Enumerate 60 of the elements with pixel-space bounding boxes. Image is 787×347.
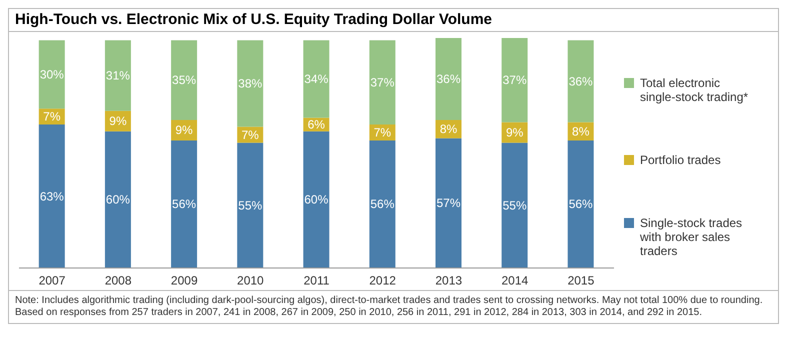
- data-label: 63%: [40, 189, 64, 204]
- text: Based on responses from 257 traders in 2007, 241 in 2008, 267 in 2009, 250 in 2010, 256 in 2011, 291 in 2012, 284 in 2013, 303 in 2014, and 292 in 2015.: [15, 307, 704, 319]
- data-label: 8%: [572, 124, 590, 138]
- data-label: 7%: [241, 128, 260, 142]
- data-label: 9%: [506, 126, 524, 140]
- legend-label: Total electronic single-stock trading*: [640, 76, 750, 104]
- data-label: 7%: [43, 110, 61, 124]
- x-tick-label: 2013: [435, 274, 462, 288]
- bar: [369, 140, 396, 268]
- data-label: 36%: [568, 74, 594, 88]
- x-tick-label: 2010: [237, 274, 264, 288]
- bar: [171, 140, 198, 268]
- data-label: 6%: [308, 118, 326, 132]
- bar: [502, 38, 528, 122]
- legend-label: Single-stock trades with broker sales traders: [640, 216, 744, 258]
- x-tick-label: 2015: [568, 274, 595, 288]
- x-tick-label: 2008: [104, 274, 132, 288]
- data-label: 31%: [106, 68, 130, 83]
- bar: [237, 40, 264, 127]
- bar: [171, 40, 198, 120]
- x-tick-label: 2011: [304, 274, 330, 288]
- bar: [38, 124, 65, 268]
- chart-title: High-Touch vs. Electronic Mix of U.S. Equity Trading Dollar Volume: [9, 9, 778, 32]
- data-label: 34%: [304, 72, 329, 86]
- bar: [104, 40, 131, 111]
- data-label: 56%: [172, 197, 196, 212]
- data-label: 37%: [370, 75, 395, 90]
- bar: [237, 142, 264, 268]
- data-label: 35%: [172, 73, 196, 88]
- bar: [502, 142, 528, 268]
- data-label: 36%: [436, 72, 461, 86]
- data-label: 56%: [568, 197, 594, 212]
- data-label: 60%: [106, 192, 130, 207]
- bar: [38, 40, 65, 109]
- data-label: 7%: [374, 126, 392, 140]
- bar: [104, 131, 131, 268]
- data-label: 60%: [304, 192, 329, 207]
- data-label: 38%: [238, 76, 262, 91]
- bar: [436, 38, 462, 120]
- data-label: 30%: [40, 67, 64, 82]
- bar: [369, 40, 396, 125]
- x-tick-label: 2012: [369, 274, 396, 288]
- bar: [303, 131, 330, 268]
- legend-label: Portfolio trades: [640, 152, 722, 167]
- bar: [436, 138, 462, 268]
- data-label: 9%: [109, 114, 127, 128]
- data-label: 56%: [370, 197, 395, 212]
- data-label: 57%: [436, 196, 461, 210]
- x-tick-label: 2014: [501, 274, 529, 288]
- data-label: 55%: [502, 198, 527, 212]
- data-label: 37%: [502, 73, 527, 88]
- data-label: 8%: [440, 122, 458, 136]
- bar: [568, 40, 594, 122]
- data-label: 9%: [175, 123, 194, 138]
- data-label: 55%: [238, 198, 262, 212]
- text: Note: Includes algorithmic trading (including dark-pool-sourcing algos), direct-to-market trades and trades sent to crossing networks. May not total 100% due to rounding.: [15, 295, 764, 307]
- bar: [568, 140, 594, 268]
- bar: [303, 40, 330, 118]
- x-tick-label: 2007: [38, 274, 66, 288]
- x-tick-label: 2009: [170, 274, 198, 288]
